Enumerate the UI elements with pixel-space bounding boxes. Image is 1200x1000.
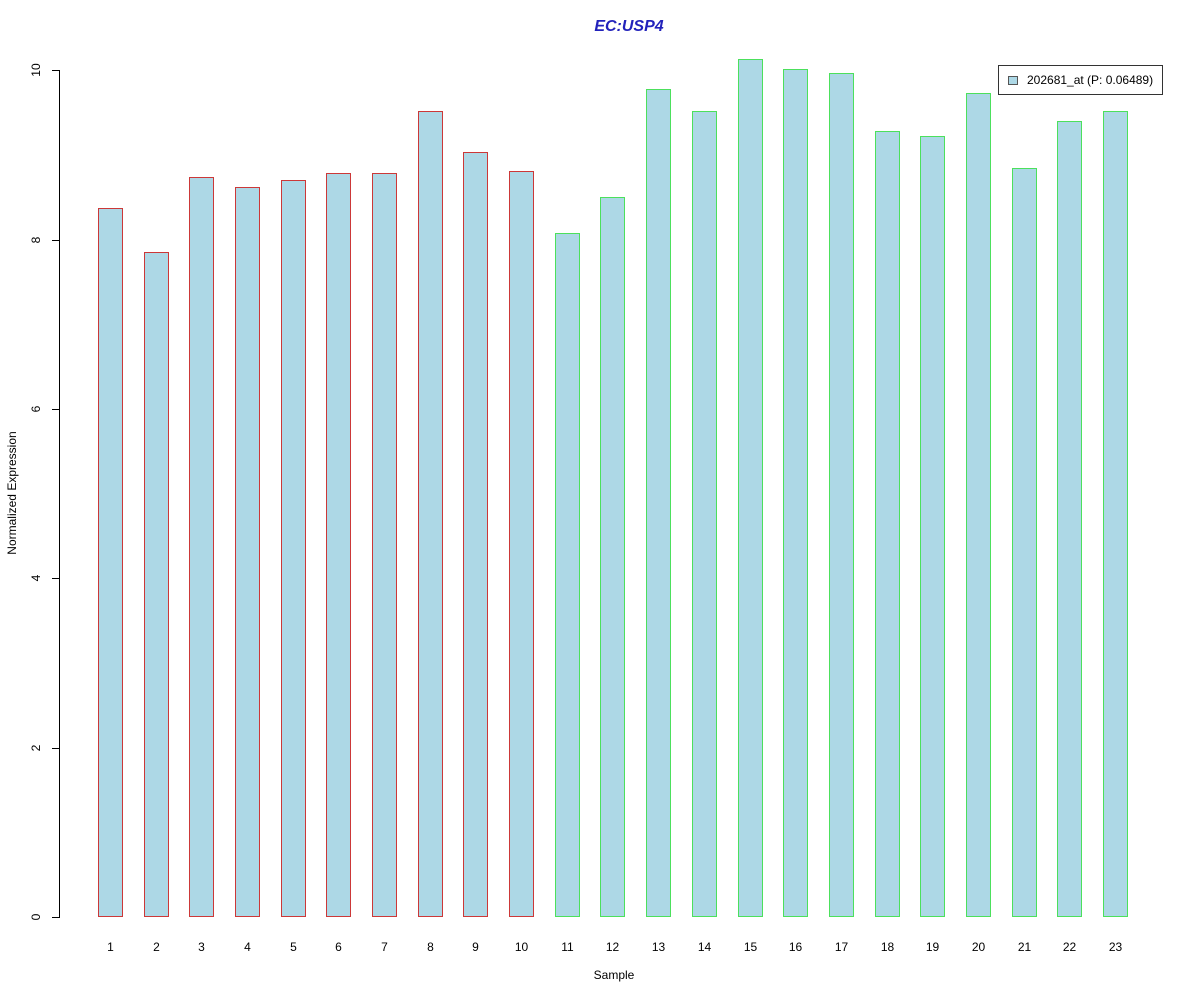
x-axis-label: Sample (593, 968, 635, 982)
bar-sample-4 (235, 187, 260, 917)
x-tick-label-18: 18 (880, 940, 895, 954)
bar-sample-22 (1057, 121, 1082, 917)
y-tick-mark-8 (52, 240, 59, 241)
legend-label: 202681_at (P: 0.06489) (1027, 73, 1154, 87)
y-tick-mark-10 (52, 70, 59, 71)
bar-sample-10 (509, 171, 534, 917)
bar-sample-14 (692, 111, 717, 917)
y-axis-label: Normalized Expression (5, 431, 19, 555)
x-tick-label-13: 13 (651, 940, 666, 954)
x-tick-label-5: 5 (290, 940, 297, 954)
x-tick-label-11: 11 (561, 940, 574, 954)
x-tick-label-15: 15 (743, 940, 758, 954)
legend: 202681_at (P: 0.06489) (998, 65, 1163, 95)
x-tick-label-21: 21 (1017, 940, 1032, 954)
x-tick-label-2: 2 (153, 940, 160, 954)
chart-title: EC:USP4 (594, 18, 664, 35)
bar-sample-7 (372, 173, 397, 917)
bar-sample-3 (189, 177, 214, 917)
bar-sample-5 (281, 180, 306, 917)
bar-sample-16 (783, 69, 808, 917)
x-tick-label-4: 4 (244, 940, 251, 954)
bar-sample-18 (875, 131, 900, 917)
x-tick-label-6: 6 (335, 940, 342, 954)
x-tick-label-9: 9 (472, 940, 479, 954)
bar-sample-2 (144, 252, 169, 917)
y-tick-label-2: 2 (29, 744, 43, 752)
bar-sample-20 (966, 93, 991, 917)
bar-sample-11 (555, 233, 580, 917)
x-tick-label-14: 14 (697, 940, 712, 954)
x-tick-label-7: 7 (381, 940, 388, 954)
x-tick-label-20: 20 (971, 940, 986, 954)
bar-sample-1 (98, 208, 123, 917)
bar-sample-13 (646, 89, 671, 917)
x-tick-label-12: 12 (605, 940, 620, 954)
bar-sample-6 (326, 173, 351, 917)
x-tick-label-19: 19 (925, 940, 940, 954)
y-tick-mark-6 (52, 409, 59, 410)
bar-sample-15 (738, 59, 763, 917)
legend-swatch-icon (1008, 75, 1018, 85)
x-tick-label-16: 16 (788, 940, 803, 954)
y-tick-label-8: 8 (29, 236, 43, 244)
bar-sample-21 (1012, 168, 1037, 917)
bar-sample-8 (418, 111, 443, 917)
x-tick-label-1: 1 (107, 940, 114, 954)
y-tick-label-6: 6 (29, 405, 43, 413)
x-tick-label-22: 22 (1062, 940, 1077, 954)
y-tick-label-0: 0 (29, 913, 43, 921)
bar-sample-19 (920, 136, 945, 917)
x-tick-label-8: 8 (427, 940, 434, 954)
y-axis-line (59, 70, 60, 918)
bar-sample-12 (600, 197, 625, 917)
bar-sample-9 (463, 152, 488, 917)
y-tick-mark-0 (52, 917, 59, 918)
x-tick-label-23: 23 (1108, 940, 1123, 954)
y-tick-label-10: 10 (29, 63, 43, 77)
y-tick-mark-4 (52, 578, 59, 579)
y-tick-label-4: 4 (29, 574, 43, 582)
y-tick-mark-2 (52, 748, 59, 749)
x-tick-label-17: 17 (834, 940, 849, 954)
bar-sample-23 (1103, 111, 1128, 917)
bar-sample-17 (829, 73, 854, 917)
x-tick-label-3: 3 (198, 940, 205, 954)
x-tick-label-10: 10 (514, 940, 529, 954)
